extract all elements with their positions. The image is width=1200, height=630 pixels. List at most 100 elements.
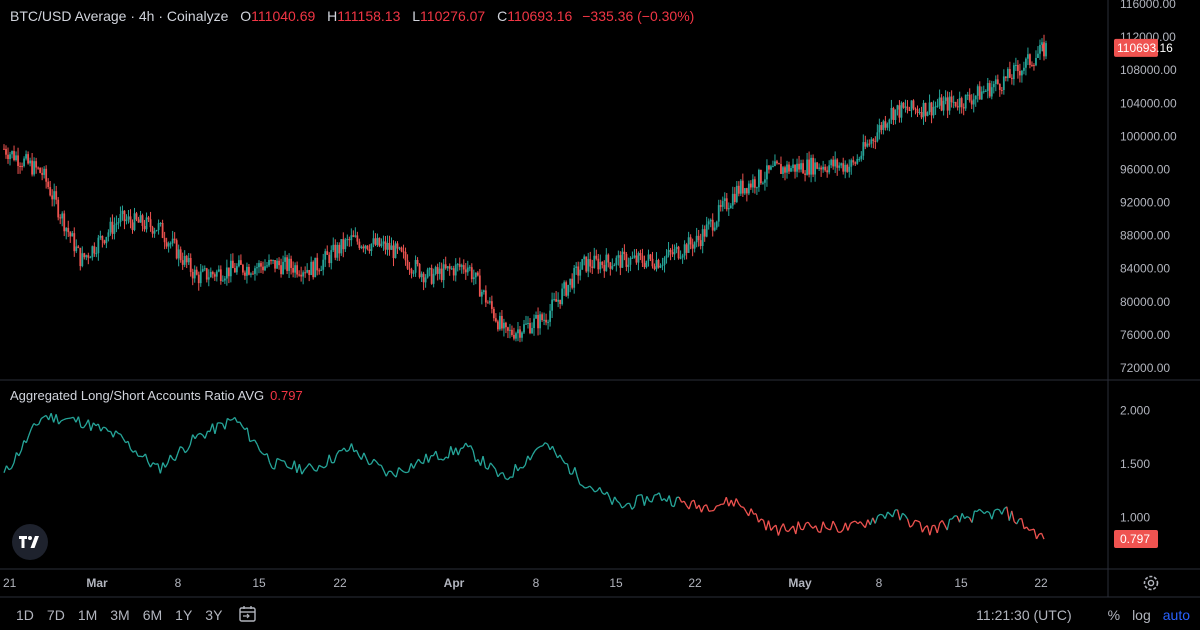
candle-body xyxy=(103,240,106,244)
candle-body xyxy=(209,271,212,278)
ratio-line-segment xyxy=(847,523,852,531)
candle-body xyxy=(743,188,746,194)
ratio-line-segment xyxy=(293,460,298,473)
ratio-line-segment xyxy=(229,419,233,421)
candle-body xyxy=(950,96,953,103)
ratio-line-segment xyxy=(974,510,978,513)
settings-gear-icon[interactable] xyxy=(1141,573,1161,593)
candle-body xyxy=(378,237,381,247)
range-button-1y[interactable]: 1Y xyxy=(175,607,193,623)
ratio-line-segment xyxy=(1021,518,1025,529)
candle-body xyxy=(956,106,959,108)
candle-body xyxy=(677,246,680,259)
candle-body xyxy=(715,221,718,228)
ratio-line-segment xyxy=(537,445,541,449)
range-button-3m[interactable]: 3M xyxy=(110,607,130,623)
candle-body xyxy=(884,121,887,128)
ratio-line-segment xyxy=(323,465,328,469)
ratio-line-segment xyxy=(976,508,980,512)
ratio-line-segment xyxy=(614,496,618,502)
candle-body xyxy=(21,166,23,168)
candle-body xyxy=(800,163,802,170)
candle-body xyxy=(613,264,616,267)
ratio-line-segment xyxy=(252,439,255,442)
candle-body xyxy=(85,255,88,258)
candle-body xyxy=(195,269,198,275)
candle-body xyxy=(946,97,949,111)
candle-body xyxy=(358,241,361,248)
time-tick-label: 21 xyxy=(3,576,17,590)
candle-body xyxy=(557,299,560,302)
ratio-line-segment xyxy=(512,464,516,478)
candle-body xyxy=(264,266,266,271)
ratio-line-segment xyxy=(951,515,956,520)
ratio-line-segment xyxy=(899,513,904,521)
candle-body xyxy=(882,121,885,130)
candle-body xyxy=(631,257,634,259)
percent-toggle[interactable]: % xyxy=(1107,607,1121,623)
ratio-line-segment xyxy=(8,467,12,471)
candle-body xyxy=(854,162,857,164)
time-tick-label: 15 xyxy=(252,576,266,590)
ratio-line-segment xyxy=(157,463,162,474)
range-button-3y[interactable]: 3Y xyxy=(205,607,223,623)
candle-body xyxy=(83,253,86,258)
ratio-line-segment xyxy=(571,467,576,475)
range-button-6m[interactable]: 6M xyxy=(142,607,163,623)
ratio-line-segment xyxy=(522,464,526,469)
candle-body xyxy=(382,241,385,244)
ratio-line-segment xyxy=(527,455,531,461)
ratio-line-segment xyxy=(103,426,106,429)
candle-body xyxy=(296,265,299,275)
range-button-1m[interactable]: 1M xyxy=(77,607,98,623)
candle-body xyxy=(288,258,290,271)
candle-body xyxy=(868,143,871,145)
candle-body xyxy=(1025,58,1027,68)
ratio-line-segment xyxy=(822,521,827,528)
candle-body xyxy=(173,238,176,241)
candle-body xyxy=(191,271,194,279)
candle-body xyxy=(406,260,409,269)
candle-body xyxy=(641,255,644,263)
candle-body xyxy=(1002,76,1005,91)
range-buttons: 1D 7D 1M 3M 6M 1Y 3Y xyxy=(16,607,235,623)
ratio-line-segment xyxy=(144,453,149,463)
ratio-line-segment xyxy=(407,463,412,473)
time-tick-label: Apr xyxy=(444,576,465,590)
ratio-line-segment xyxy=(494,468,499,478)
calendar-goto-icon[interactable] xyxy=(238,605,258,623)
utc-clock[interactable]: 11:21:30 (UTC) xyxy=(976,607,1072,623)
low-value: 110276.07 xyxy=(420,8,486,24)
candle-body xyxy=(448,266,451,269)
candle-body xyxy=(852,160,855,163)
candle-body xyxy=(567,284,570,296)
ratio-line-segment xyxy=(115,430,119,434)
ratio-line-segment xyxy=(234,417,238,423)
ratio-line-segment xyxy=(765,520,770,531)
candle-body xyxy=(276,260,278,269)
candle-body xyxy=(207,277,210,280)
candle-body xyxy=(428,268,431,270)
auto-toggle[interactable]: auto xyxy=(1162,607,1190,623)
ratio-line-segment xyxy=(226,417,231,421)
candle-body xyxy=(169,243,172,245)
candle-body xyxy=(37,167,40,169)
candle-body xyxy=(866,143,869,147)
symbol-title[interactable]: BTC/USD Average · 4h · Coinalyze xyxy=(10,8,229,24)
tradingview-logo-icon[interactable] xyxy=(12,524,48,560)
range-button-1d[interactable]: 1D xyxy=(16,607,34,623)
candle-body xyxy=(217,269,220,272)
indicator-name[interactable]: Aggregated Long/Short Accounts Ratio AVG xyxy=(10,388,265,403)
candle-body xyxy=(958,98,961,108)
ratio-line-segment xyxy=(246,427,251,442)
candle-body xyxy=(611,266,614,269)
log-toggle[interactable]: log xyxy=(1132,607,1151,623)
range-button-7d[interactable]: 7D xyxy=(46,607,65,623)
candle-body xyxy=(254,268,256,274)
candle-body xyxy=(822,166,825,170)
candle-body xyxy=(1029,54,1031,65)
ratio-line-segment xyxy=(668,495,673,507)
ratio-line-segment xyxy=(194,434,199,440)
candle-body xyxy=(227,267,230,277)
